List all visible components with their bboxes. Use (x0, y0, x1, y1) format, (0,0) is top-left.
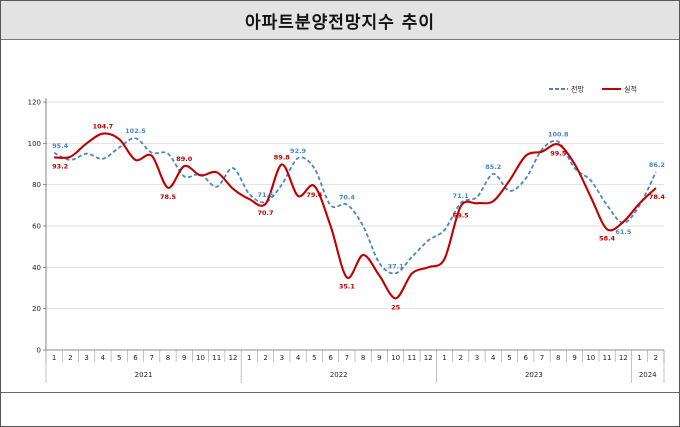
series-layer (53, 132, 657, 300)
data-label: 99.5 (550, 149, 567, 157)
x-tick-label: 12 (229, 354, 238, 362)
legend-label-forecast: 전망 (571, 85, 584, 94)
data-label: 79.4 (306, 191, 323, 199)
x-tick-label: 2 (654, 354, 658, 362)
series-line-actual (54, 132, 657, 300)
x-tick-label: 5 (117, 354, 121, 362)
data-label: 86.2 (649, 161, 665, 169)
data-label: 102.5 (125, 127, 146, 135)
x-tick-label: 6 (328, 354, 333, 362)
x-tick-label: 10 (586, 354, 595, 362)
x-tick-label: 3 (475, 354, 479, 362)
data-label: 95.4 (52, 142, 69, 150)
y-tick-label: 120 (28, 99, 41, 107)
x-tick-label: 1 (442, 354, 446, 362)
data-label: 70.4 (339, 194, 356, 202)
year-label: 2022 (330, 371, 348, 379)
data-label: 70.7 (258, 209, 274, 217)
data-label: 93.2 (52, 162, 68, 170)
x-tick-label: 7 (345, 354, 349, 362)
data-label: 58.4 (599, 234, 616, 242)
x-tick-label: 2 (68, 354, 72, 362)
x-tick-label: 7 (149, 354, 153, 362)
data-label: 78.5 (160, 193, 177, 201)
x-tick-label: 1 (52, 354, 56, 362)
data-label: 69.5 (453, 211, 470, 219)
bottom-divider (1, 392, 679, 393)
x-tick-label: 2 (263, 354, 267, 362)
data-label: 71.1 (453, 192, 470, 200)
x-tick-label: 6 (524, 354, 529, 362)
y-tick-label: 20 (32, 305, 41, 313)
x-tick-label: 1 (637, 354, 641, 362)
data-label: 89.8 (274, 153, 291, 161)
x-tick-label: 12 (619, 354, 628, 362)
x-tick-label: 3 (84, 354, 88, 362)
data-label: 37.1 (388, 262, 405, 270)
x-tick-label: 1 (247, 354, 251, 362)
x-tick-label: 3 (280, 354, 284, 362)
x-tick-label: 4 (491, 354, 496, 362)
year-label: 2023 (525, 371, 543, 379)
data-label: 104.7 (93, 123, 114, 131)
x-tick-label: 8 (361, 354, 365, 362)
y-tick-label: 0 (37, 347, 41, 355)
legend-label-actual: 실적 (624, 85, 637, 94)
x-tick-label: 5 (507, 354, 511, 362)
data-label: 92.9 (290, 147, 307, 155)
x-tick-label: 2 (458, 354, 462, 362)
chart-title: 아파트분양전망지수 추이 (245, 12, 435, 33)
data-label: 85.2 (485, 163, 501, 171)
year-label: 2021 (135, 371, 153, 379)
x-tick-label: 4 (296, 354, 301, 362)
x-tick-label: 9 (182, 354, 186, 362)
x-tick-label: 4 (101, 354, 106, 362)
x-tick-label: 10 (196, 354, 205, 362)
x-tick-label: 5 (312, 354, 316, 362)
series-line-forecast (53, 137, 657, 275)
data-label: 35.1 (339, 282, 356, 290)
x-tick-label: 8 (556, 354, 560, 362)
x-tick-label: 11 (407, 354, 416, 362)
x-tick-label: 10 (391, 354, 400, 362)
data-label: 61.5 (615, 228, 632, 236)
data-label: 25 (391, 303, 401, 311)
y-tick-label: 100 (28, 140, 41, 148)
x-tick-label: 12 (424, 354, 433, 362)
data-label: 100.8 (548, 131, 569, 139)
data-label: 71.5 (258, 191, 275, 199)
title-bar: 아파트분양전망지수 추이 (1, 1, 679, 40)
x-tick-label: 9 (572, 354, 576, 362)
legend: 전망 실적 (549, 85, 637, 94)
data-label: 89.0 (176, 155, 193, 163)
x-tick-label: 6 (133, 354, 138, 362)
label-layer: 95.4 102.5 71.5 92.9 70.4 37.1 71.1 85.2 100.8 61… (52, 123, 665, 312)
y-tick-label: 80 (32, 181, 41, 189)
x-tick-label: 11 (212, 354, 221, 362)
y-tick-label: 60 (32, 223, 41, 231)
y-tick-label: 40 (32, 264, 41, 272)
x-tick-label: 7 (540, 354, 544, 362)
data-label: 78.4 (649, 193, 666, 201)
x-tick-label: 11 (603, 354, 612, 362)
x-tick-label: 9 (377, 354, 381, 362)
x-tick-label: 8 (166, 354, 170, 362)
year-label: 2024 (639, 371, 657, 379)
